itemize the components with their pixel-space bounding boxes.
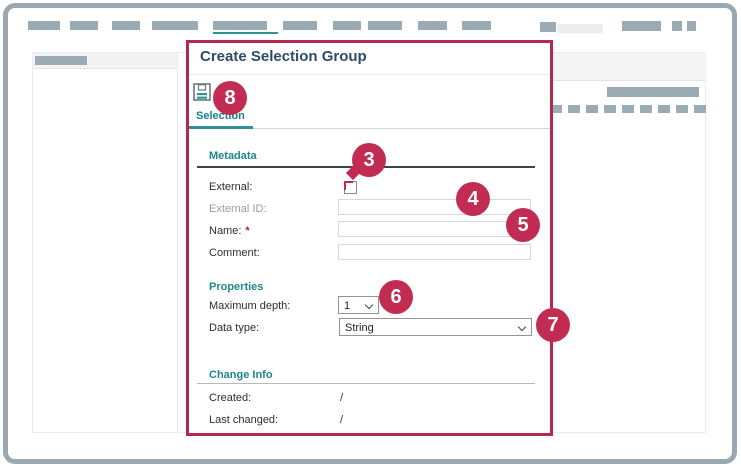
tab-strip-line [189, 128, 550, 129]
change-info-heading: Change Info [209, 369, 273, 381]
tab-placeholder[interactable] [568, 105, 580, 113]
title-separator [189, 74, 550, 75]
tab-placeholder[interactable] [694, 105, 706, 113]
window-button-placeholder[interactable] [687, 21, 696, 31]
tab-placeholder[interactable] [676, 105, 688, 113]
data-type-value: String [345, 322, 374, 334]
callout-3: 3 [352, 143, 386, 177]
save-button[interactable] [191, 82, 213, 104]
menu-item-placeholder[interactable] [333, 21, 361, 30]
tab-placeholder[interactable] [658, 105, 670, 113]
created-value: / [340, 392, 344, 404]
window-button-placeholder[interactable] [672, 21, 682, 31]
menu-item-placeholder[interactable] [152, 21, 198, 30]
external-id-input[interactable] [338, 199, 531, 215]
dialog-title: Create Selection Group [200, 48, 367, 65]
window-frame [3, 3, 737, 464]
chevron-down-icon [517, 322, 527, 332]
checkbox-highlight-corner [344, 181, 353, 190]
external-id-label: External ID: [209, 203, 267, 215]
data-type-label: Data type: [209, 322, 260, 334]
sidebar-title-placeholder [35, 56, 87, 65]
page-title-placeholder [607, 87, 699, 97]
callout-7: 7 [536, 308, 570, 342]
callout-4: 4 [456, 182, 490, 216]
name-label: Name: * [209, 225, 250, 237]
search-input[interactable] [557, 24, 603, 33]
last-changed-label: Last changed: [209, 414, 279, 426]
menu-item-placeholder[interactable] [213, 21, 267, 30]
external-label: External: [209, 181, 253, 193]
name-input[interactable] [338, 221, 531, 237]
callout-5: 5 [506, 208, 540, 242]
tab-placeholder[interactable] [640, 105, 652, 113]
menu-item-placeholder[interactable] [28, 21, 60, 30]
user-menu-placeholder[interactable] [622, 21, 661, 31]
tab-active-indicator [189, 126, 253, 129]
properties-heading: Properties [209, 281, 264, 293]
menu-item-placeholder[interactable] [70, 21, 98, 30]
menu-item-placeholder[interactable] [462, 21, 491, 30]
last-changed-value: / [340, 414, 344, 426]
search-icon[interactable] [540, 22, 556, 32]
menu-item-placeholder[interactable] [368, 21, 402, 30]
menu-item-placeholder[interactable] [418, 21, 447, 30]
tab-placeholder[interactable] [622, 105, 634, 113]
menu-item-placeholder[interactable] [283, 21, 317, 30]
sidebar-header [33, 53, 177, 69]
chevron-down-icon [364, 300, 374, 310]
maximum-depth-label: Maximum depth: [209, 300, 291, 312]
change-info-underline [197, 383, 535, 384]
comment-label: Comment: [209, 247, 260, 259]
maximum-depth-value: 1 [344, 300, 351, 312]
required-asterisk: * [245, 225, 250, 237]
menu-item-placeholder[interactable] [112, 21, 140, 30]
data-type-select[interactable]: String [339, 318, 532, 336]
tab-placeholder[interactable] [586, 105, 598, 113]
active-menu-underline [213, 32, 278, 34]
left-sidebar-panel [32, 52, 178, 433]
comment-input[interactable] [338, 244, 531, 260]
maximum-depth-select[interactable]: 1 [338, 296, 379, 314]
save-icon [193, 82, 211, 101]
callout-6: 6 [379, 280, 413, 314]
tab-placeholder[interactable] [550, 105, 562, 113]
metadata-heading: Metadata [209, 150, 257, 162]
created-label: Created: [209, 392, 252, 404]
tab-placeholder[interactable] [604, 105, 616, 113]
callout-8: 8 [213, 81, 247, 115]
name-label-text: Name: [209, 225, 242, 237]
